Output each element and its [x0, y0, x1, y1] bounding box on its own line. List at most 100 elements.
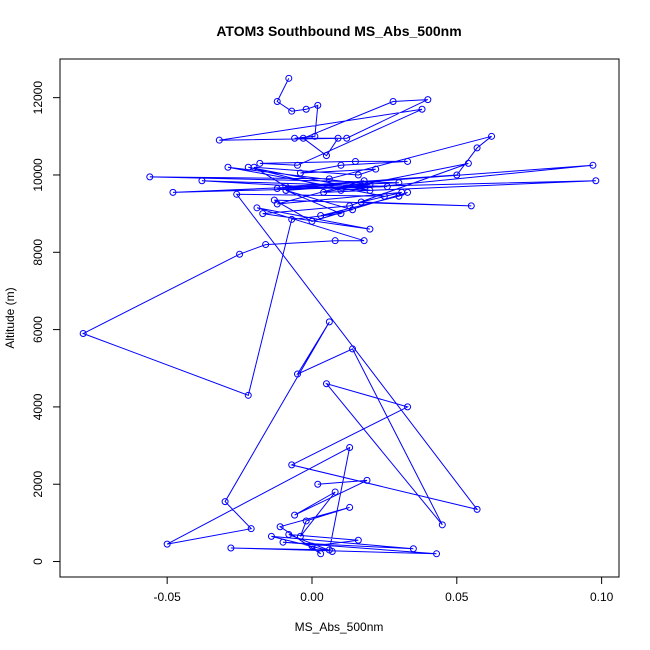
data-point	[343, 134, 351, 142]
data-point	[233, 190, 241, 198]
data-point	[337, 161, 345, 169]
data-point	[328, 547, 336, 555]
data-point	[294, 161, 302, 169]
data-point	[424, 96, 432, 104]
data-point	[299, 134, 307, 142]
data-point	[169, 188, 177, 196]
data-point	[224, 163, 232, 171]
y-tick-label: 10000	[31, 158, 45, 192]
data-point	[285, 530, 293, 538]
y-axis: 0 2000 4000 6000 8000 10000 12000	[31, 81, 61, 565]
data-point	[398, 188, 406, 196]
data-point	[317, 212, 325, 220]
data-point	[360, 237, 368, 245]
data-point	[357, 198, 365, 206]
data-point	[433, 550, 441, 558]
data-point	[294, 370, 302, 378]
x-axis: -0.05 0.00 0.05 0.10	[153, 576, 614, 604]
data-point	[262, 241, 270, 249]
data-point	[317, 550, 325, 558]
x-tick-label: 0.10	[590, 590, 614, 604]
data-point	[349, 345, 357, 353]
data-point	[334, 134, 342, 142]
x-tick-label: 0.00	[300, 590, 324, 604]
data-point	[467, 202, 475, 210]
data-point	[346, 503, 354, 511]
data-point	[360, 177, 368, 185]
data-point	[291, 511, 299, 519]
data-point	[363, 476, 371, 484]
data-point	[589, 161, 597, 169]
data-point	[473, 505, 481, 513]
data-point	[308, 217, 316, 225]
data-point	[395, 179, 403, 187]
data-point	[389, 98, 397, 106]
data-point	[383, 183, 391, 191]
data-point	[325, 318, 333, 326]
data-point	[453, 171, 461, 179]
data-point	[320, 188, 328, 196]
data-point	[488, 132, 496, 140]
data-point	[592, 177, 600, 185]
data-point	[372, 165, 380, 173]
data-point	[337, 186, 345, 194]
data-point	[302, 517, 310, 525]
data-point	[308, 542, 316, 550]
data-point	[296, 532, 304, 540]
data-point	[273, 98, 281, 106]
y-tick-label: 2000	[31, 471, 45, 498]
data-point	[404, 403, 412, 411]
x-tick-label: -0.05	[153, 590, 181, 604]
data-point	[282, 183, 290, 191]
y-axis-label: Altitude (m)	[3, 287, 17, 348]
data-point	[247, 525, 255, 533]
data-point	[79, 329, 87, 337]
data-point	[273, 185, 281, 192]
data-point	[404, 157, 412, 165]
data-point	[244, 391, 252, 399]
data-point	[256, 159, 264, 167]
data-point	[464, 159, 472, 167]
data-point	[296, 169, 304, 177]
data-point	[267, 532, 275, 540]
y-tick-label: 4000	[31, 393, 45, 420]
data-point	[253, 204, 261, 212]
data-point	[366, 181, 374, 189]
data-point	[314, 101, 322, 109]
data-point	[346, 444, 354, 451]
y-tick-label: 12000	[31, 81, 45, 115]
data-point	[215, 136, 223, 144]
data-point	[322, 152, 330, 160]
y-tick-label: 8000	[31, 239, 45, 266]
data-point	[288, 215, 296, 223]
data-point	[244, 163, 252, 171]
data-point	[291, 134, 299, 142]
series-line	[81, 78, 596, 555]
data-point	[276, 523, 284, 531]
y-tick-label: 6000	[31, 316, 45, 343]
y-tick-label: 0	[31, 558, 45, 565]
data-point	[236, 250, 244, 258]
data-point	[351, 157, 359, 165]
chart-title: ATOM3 Southbound MS_Abs_500nm	[216, 23, 461, 39]
data-point	[331, 237, 339, 245]
data-point	[259, 210, 267, 218]
data-point	[409, 545, 417, 553]
data-point	[288, 107, 296, 115]
data-point	[349, 206, 357, 214]
data-point	[221, 498, 229, 506]
data-point	[282, 186, 290, 194]
data-point	[227, 544, 235, 552]
data-point	[311, 132, 319, 140]
data-point	[273, 200, 281, 208]
data-point	[279, 538, 287, 546]
data-point	[285, 74, 293, 82]
data-point	[366, 225, 374, 233]
data-point	[163, 540, 171, 548]
data-point	[418, 105, 426, 113]
data-point	[302, 105, 310, 113]
data-point	[473, 144, 481, 152]
data-point	[198, 177, 206, 185]
plot-area	[79, 74, 600, 558]
